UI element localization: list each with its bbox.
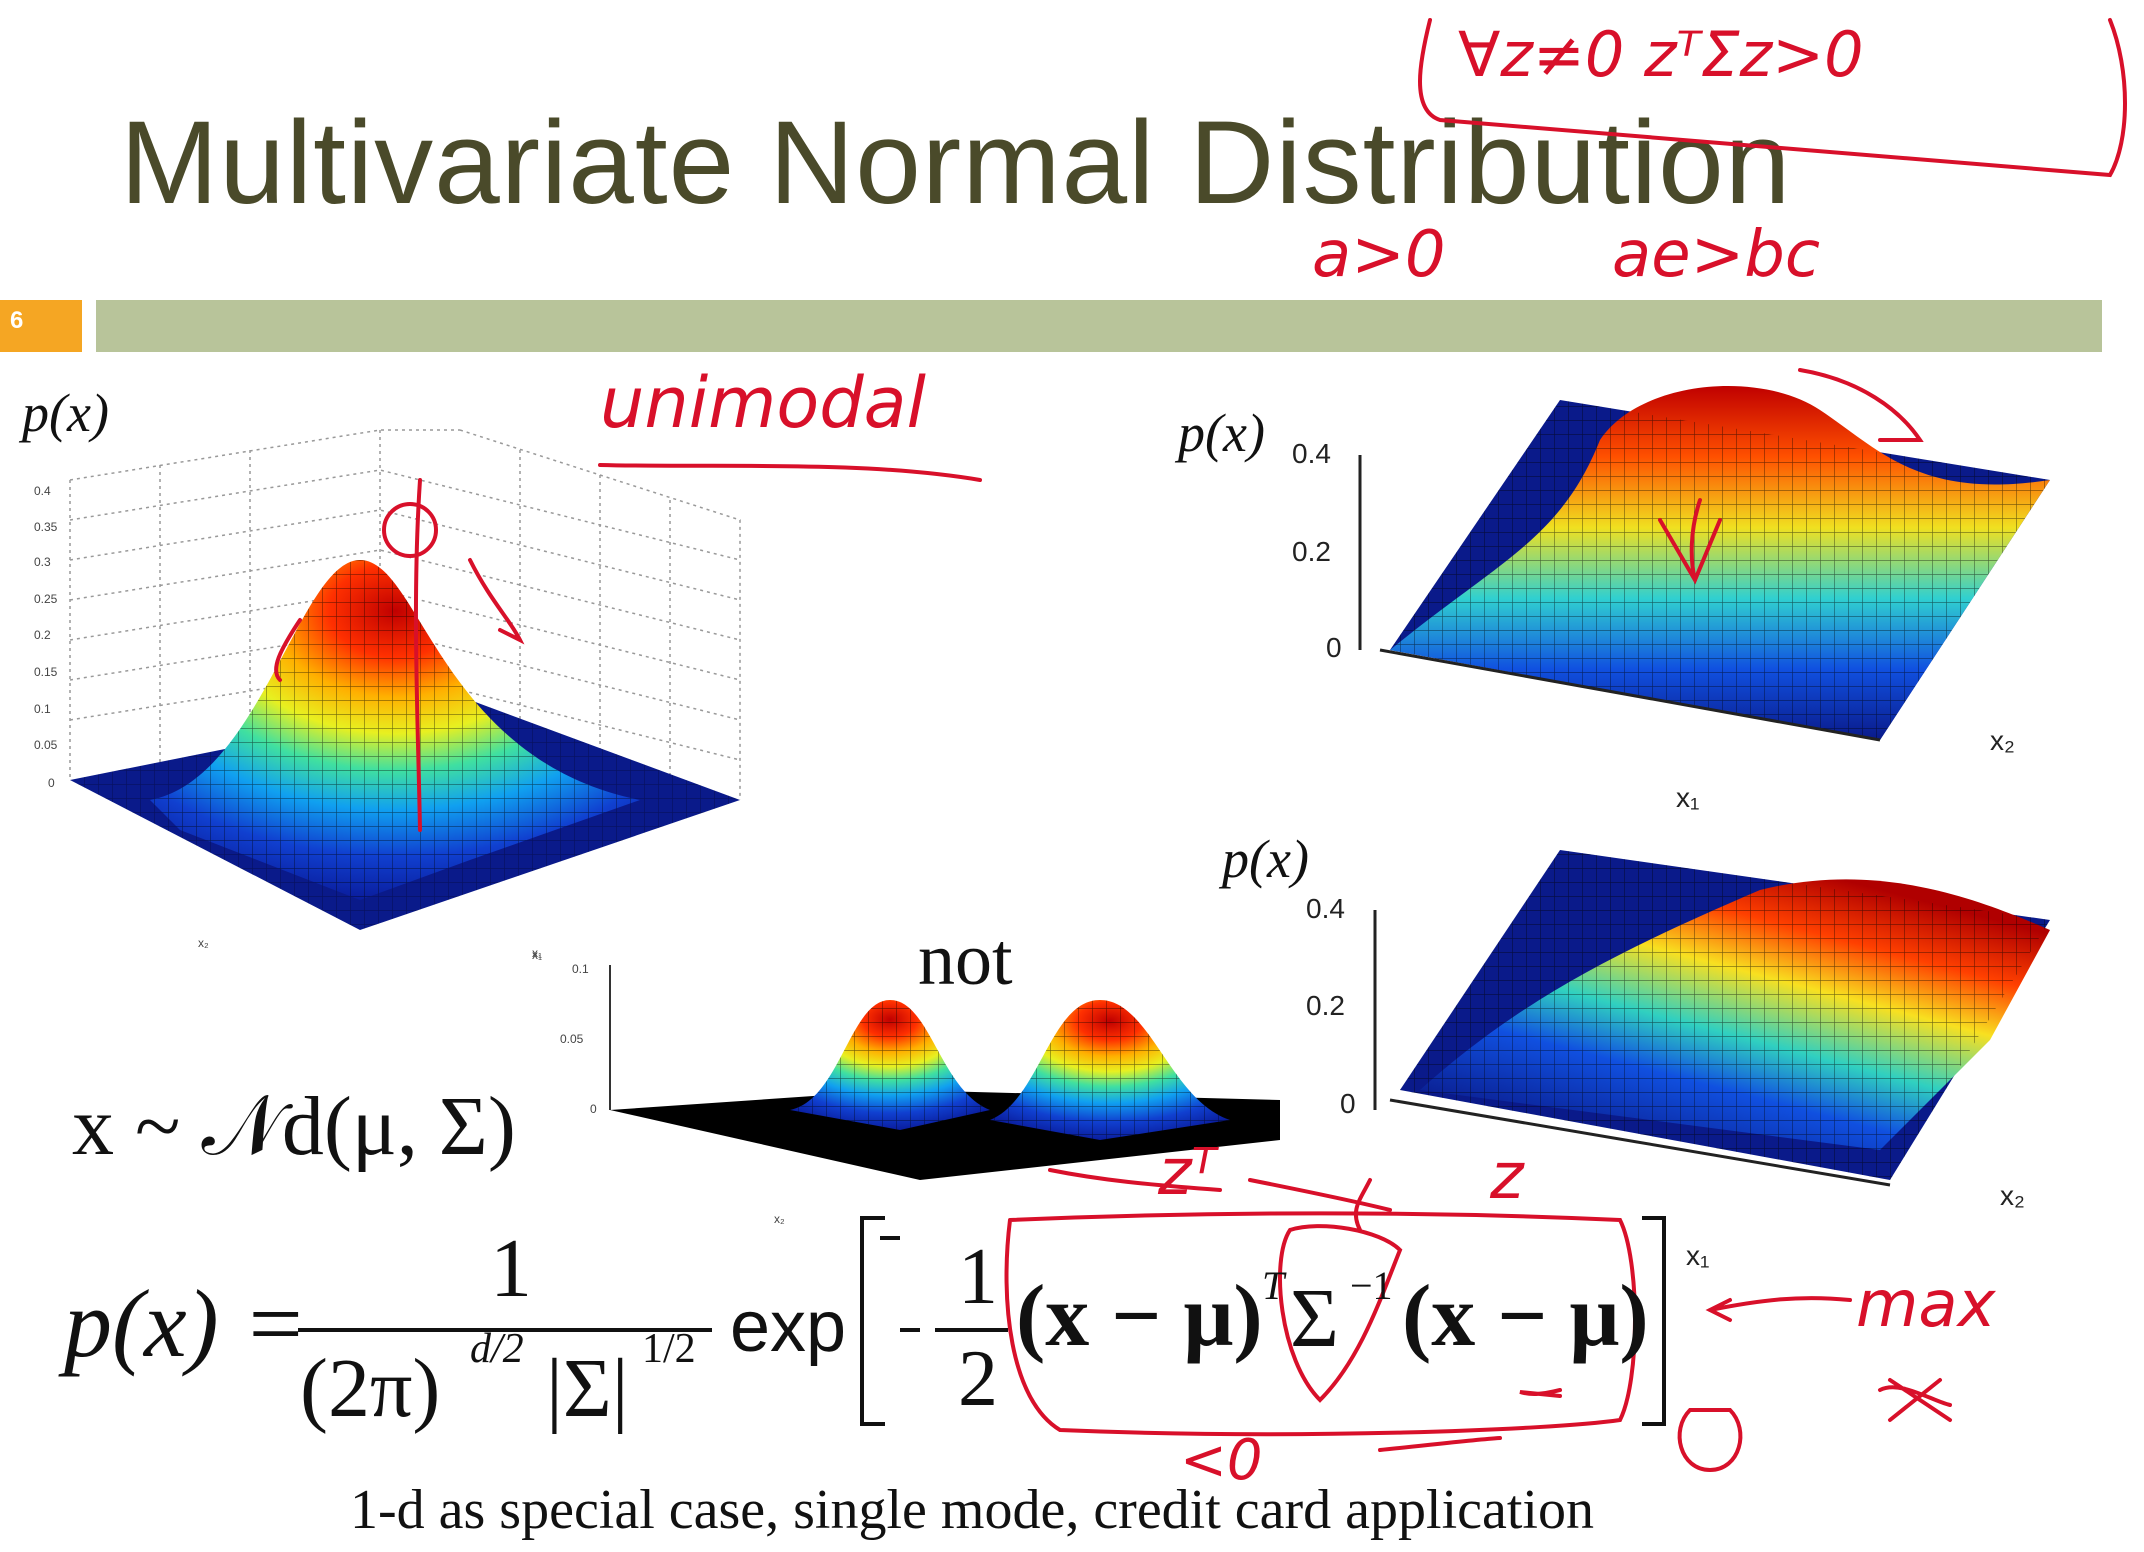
ink-underline-unimodal [598, 463, 982, 482]
formula-denominator-sigma-exp: 1/2 [642, 1326, 696, 1372]
tl-tick-8: 0 [48, 776, 55, 790]
ink-text-a-gt-0: a>0 [1312, 218, 1446, 292]
tr-ylabel: p(x) [1178, 403, 1265, 463]
plot-top-right [1358, 386, 2050, 742]
bm-x1label: x₁ [532, 946, 543, 960]
ink-text-max: max [1856, 1268, 1996, 1342]
br-tick-1: 0.2 [1306, 990, 1345, 1021]
ink-circle-peak [382, 502, 438, 558]
tl-tick-7: 0.05 [34, 738, 58, 752]
ink-mu-underline [1519, 1388, 1562, 1398]
formula-sigma: Σ [1290, 1272, 1339, 1365]
formula-half-num: 1 [958, 1233, 998, 1321]
bm-tick-1: 0.05 [560, 1032, 584, 1046]
formula-quad-right: (x − μ) [1402, 1268, 1649, 1365]
br-ylabel: p(x) [1222, 829, 1309, 889]
plot-bimodal [609, 965, 1280, 1180]
tl-ylabel: p(x) [22, 383, 109, 443]
ink-box-top [1418, 18, 2127, 178]
ink-sigma-arrow [1353, 1178, 1372, 1232]
tl-x1label: x₁ [532, 948, 543, 962]
formula-denominator-2pi: (2π) [300, 1342, 441, 1435]
tl-tick-1: 0.35 [34, 520, 58, 534]
tl-tick-6: 0.1 [34, 702, 51, 716]
formula-inverse: −1 [1350, 1263, 1393, 1308]
br-x2label: x₂ [2000, 1180, 2025, 1211]
distribution-notation: x ~ 𝒩d(μ, Σ) [72, 1080, 516, 1173]
plot-top-left [69, 429, 741, 930]
br-tick-0: 0.4 [1306, 893, 1345, 924]
ink-line-lt0 [1378, 1436, 1502, 1452]
ink-text-z: z [1490, 1140, 1524, 1214]
not-label: not [918, 919, 1013, 1001]
ink-arrow-top-right [1798, 368, 1924, 442]
tl-xlabel: x₂ [198, 936, 209, 950]
tr-x1label: x₁ [1676, 782, 1700, 813]
ink-down-arrow [1658, 498, 1722, 585]
tl-tick-4: 0.2 [34, 628, 51, 642]
tr-tick-2: 0 [1326, 632, 1342, 663]
slide-title: Multivariate Normal Distribution [120, 97, 1792, 229]
ink-ticks [1048, 1168, 1392, 1212]
formula-lhs: p(x) = [64, 1270, 308, 1377]
formula-denominator-exp: d/2 [470, 1326, 524, 1372]
tr-x2label: x₂ [1990, 725, 2015, 756]
br-tick-2: 0 [1340, 1088, 1356, 1119]
title-bar [96, 300, 2102, 352]
br-x1label: x₁ [1686, 1240, 1710, 1271]
ink-text-zT: zᵀ [1158, 1136, 1217, 1210]
ink-squiggle-left [274, 618, 302, 682]
ink-text-unimodal: unimodal [600, 362, 926, 444]
tr-tick-0: 0.4 [1292, 438, 1331, 469]
ink-box-quad [1004, 1211, 1637, 1437]
formula-exp: exp [730, 1287, 847, 1367]
ink-annotations [274, 18, 2127, 1473]
slide-number: 6 [10, 307, 24, 334]
bm-x2label: x₂ [774, 1212, 785, 1226]
ink-vertical-arrow [413, 478, 422, 832]
plot-bottom-right [1373, 850, 2050, 1187]
tr-tick-1: 0.2 [1292, 536, 1331, 567]
ink-text-positive-definite: ∀z≠0 zᵀΣz>0 [1458, 18, 1864, 91]
ink-text-ae-gt-bc: ae>bc [1612, 218, 1821, 292]
formula-graphics [298, 1216, 1666, 1426]
formula-denominator-sigma: |Σ| [546, 1342, 629, 1435]
formula-numerator: 1 [490, 1222, 532, 1315]
tl-tick-3: 0.25 [34, 592, 58, 606]
tl-tick-5: 0.15 [34, 665, 58, 679]
ink-zero [1677, 1408, 1743, 1473]
formula-quad-left: (x − μ) [1016, 1268, 1263, 1365]
tl-tick-2: 0.3 [34, 555, 51, 569]
bm-tick-0: 0.1 [572, 962, 589, 976]
tl-tick-0: 0.4 [34, 484, 51, 498]
bm-tick-2: 0 [590, 1102, 597, 1116]
slide-number-box [0, 300, 82, 352]
ink-arrow-right [468, 558, 525, 645]
caption: 1-d as special case, single mode, credit… [350, 1479, 1594, 1541]
ink-text-lt0: <0 [1180, 1428, 1263, 1493]
formula-transpose: T [1262, 1263, 1285, 1308]
ink-cross [1878, 1378, 1952, 1422]
formula-half-den: 2 [958, 1335, 998, 1423]
ink-arrow-max [1705, 1296, 1852, 1322]
